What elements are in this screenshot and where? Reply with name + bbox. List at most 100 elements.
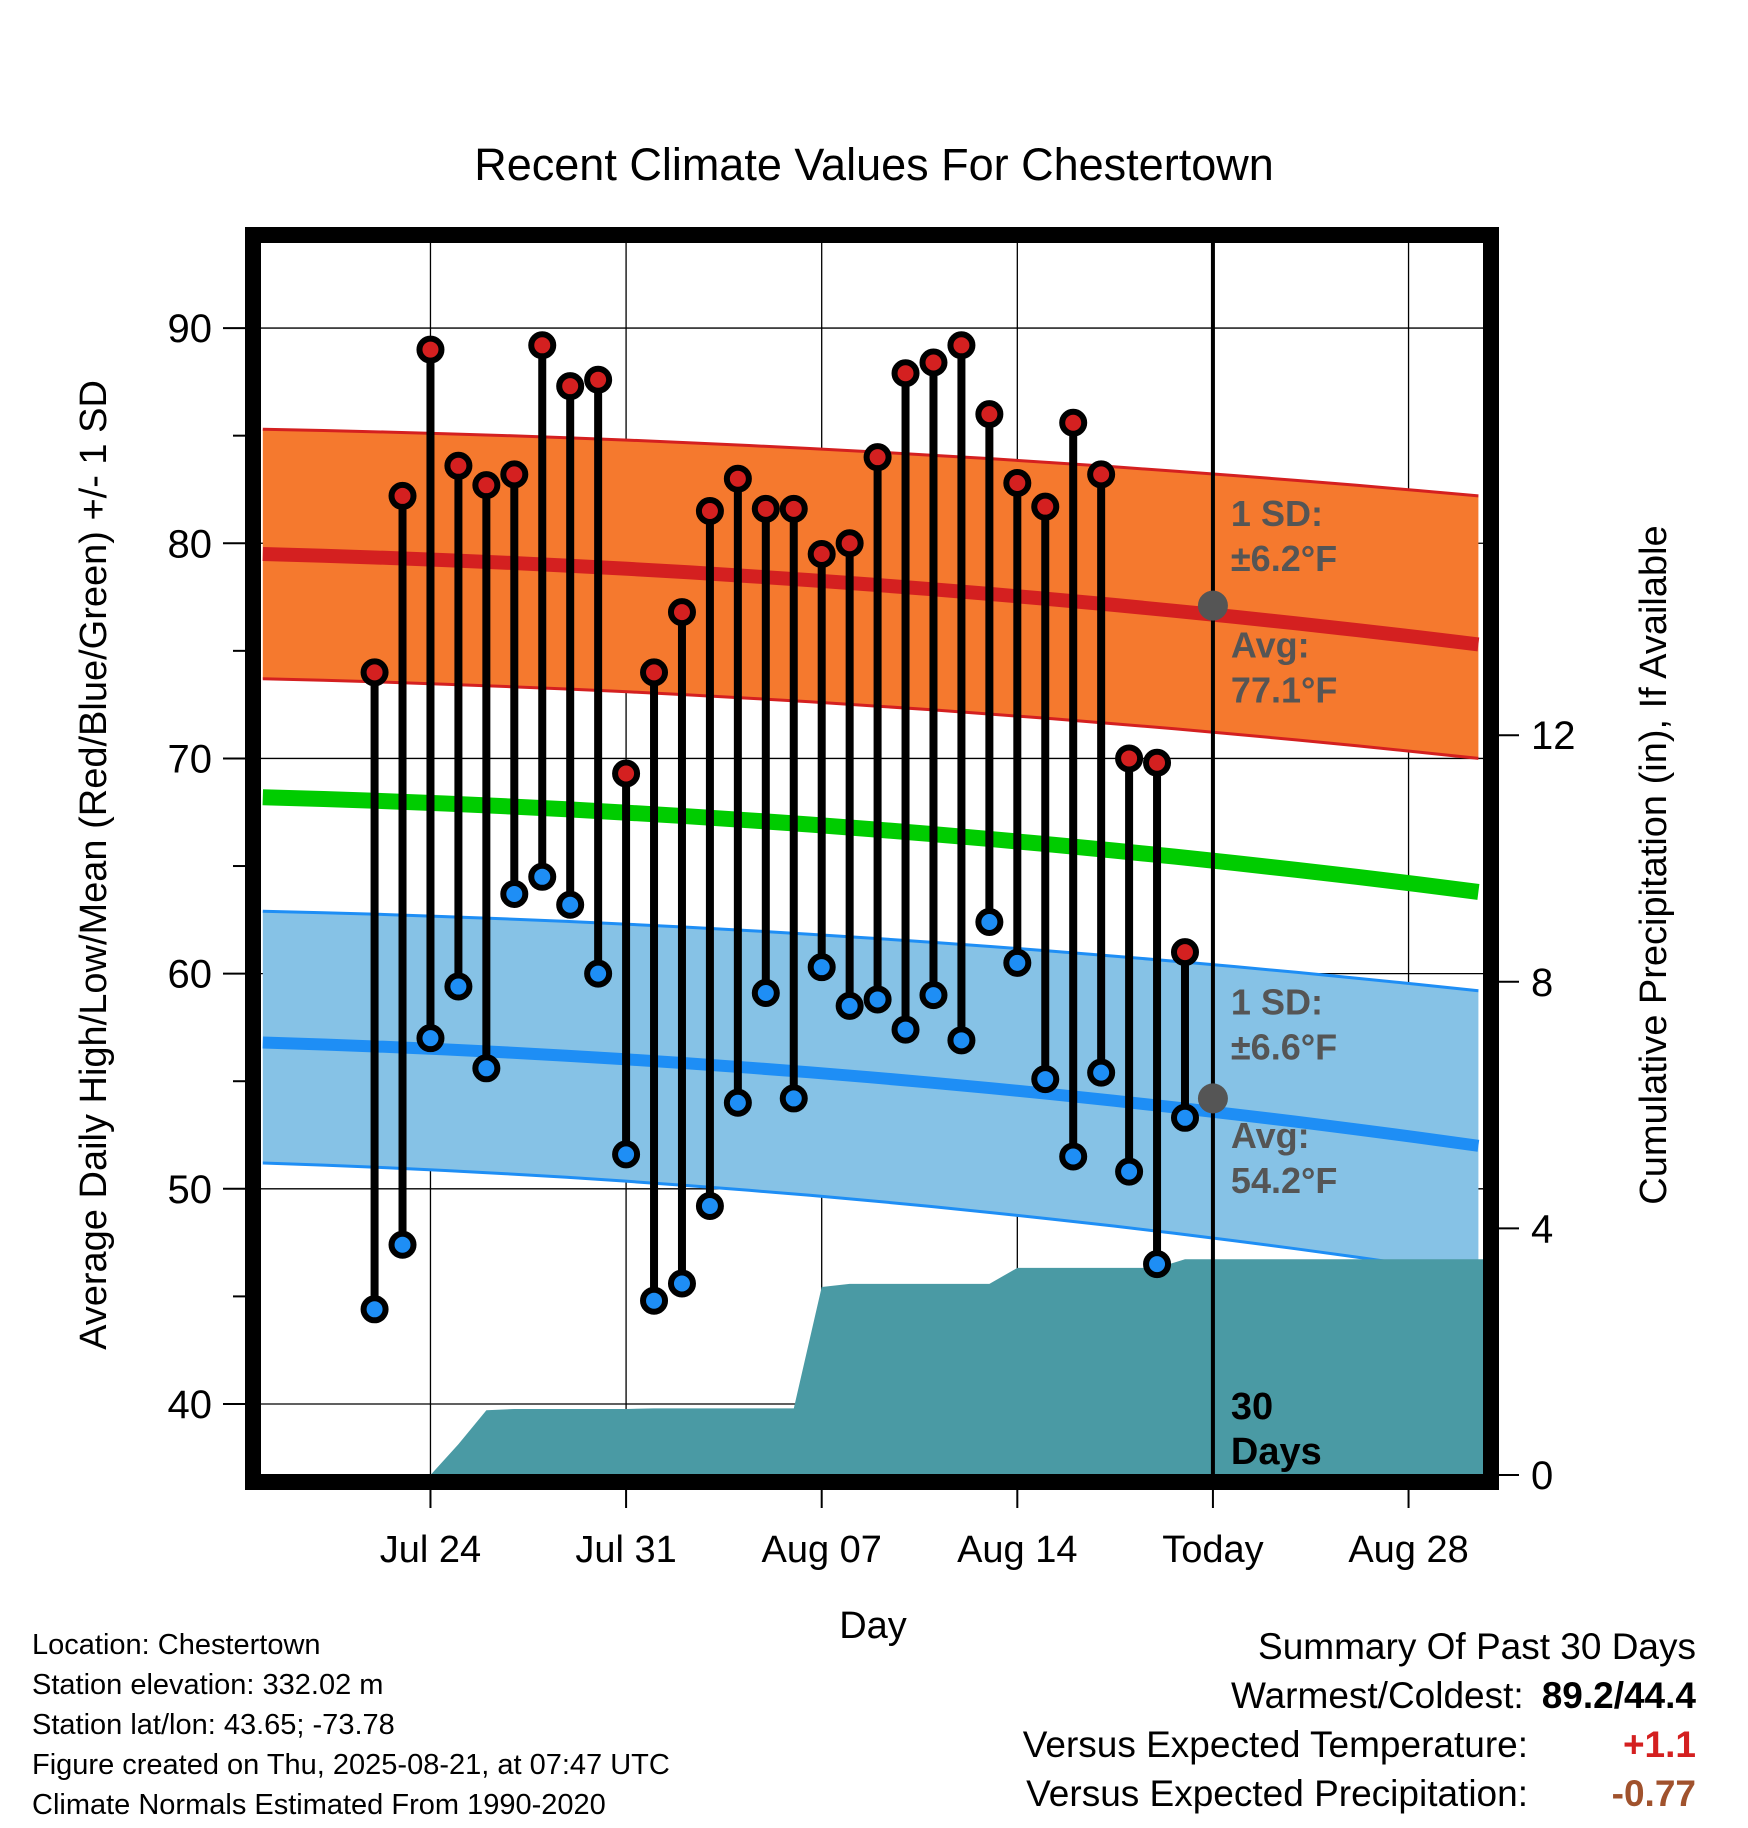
daily-high-point — [723, 464, 752, 493]
temp-value: +1.1 — [1622, 1724, 1696, 1765]
avg-mean-line — [262, 789, 1480, 900]
daily-low-point — [1143, 1250, 1172, 1279]
precip-area — [260, 1259, 1484, 1475]
elevation-text: Station elevation: 332.02 m — [32, 1669, 384, 1701]
y-right-tick-label: 12 — [1531, 714, 1576, 758]
x-tick-label: Aug 14 — [957, 1529, 1077, 1571]
daily-low-point — [1170, 1103, 1199, 1132]
daily-high-point — [807, 540, 836, 569]
high-sd-label: 1 SD: — [1231, 493, 1323, 534]
daily-low-point — [1031, 1065, 1060, 1094]
daily-low-point — [751, 978, 780, 1007]
daily-high-point — [640, 658, 669, 687]
daily-high-point — [947, 331, 976, 360]
daily-low-point — [612, 1140, 641, 1169]
daily-low-point — [695, 1192, 724, 1221]
daily-low-point — [444, 972, 473, 1001]
daily-high-point — [388, 481, 417, 510]
daily-low-point — [975, 907, 1004, 936]
plot-frame — [245, 227, 1499, 1490]
normals-text: Climate Normals Estimated From 1990-2020 — [32, 1789, 606, 1821]
y-left-tick-label: 90 — [168, 307, 213, 351]
location-text: Location: Chestertown — [32, 1629, 321, 1661]
daily-high-point — [1087, 460, 1116, 489]
summary-temp: Versus Expected Temperature: +1.1 — [1023, 1720, 1696, 1769]
x-tick-label: Jul 24 — [380, 1529, 481, 1571]
avg-low-line — [262, 1036, 1480, 1152]
low-sd-label: 1 SD: — [1231, 982, 1323, 1023]
daily-high-point — [779, 494, 808, 523]
y-right-tick-label: 8 — [1531, 961, 1553, 1005]
y-left-tick-label: 80 — [168, 522, 213, 566]
x-tick-label: Aug 28 — [1348, 1529, 1468, 1571]
daily-low-point — [388, 1230, 417, 1259]
station-info: Location: Chestertown Station elevation:… — [32, 1625, 670, 1825]
daily-high-point — [1143, 748, 1172, 777]
precip-label: Versus Expected Precipitation: — [1026, 1773, 1528, 1814]
daily-low-point — [1003, 948, 1032, 977]
low-sd-band-lower-edge — [262, 1161, 1479, 1277]
daily-low-point — [472, 1054, 501, 1083]
daily-high-point — [1059, 408, 1088, 437]
daily-low-point — [667, 1269, 696, 1298]
chart-title: Recent Climate Values For Chestertown — [474, 139, 1274, 190]
x-axis-label: Day — [839, 1605, 907, 1647]
low-sd-band-upper-edge — [262, 909, 1479, 993]
low-sd-value: ±6.6°F — [1231, 1027, 1337, 1068]
daily-high-point — [500, 460, 529, 489]
daily-high-point — [919, 348, 948, 377]
y-right-tick-label: 4 — [1531, 1207, 1553, 1251]
daily-low-point — [500, 880, 529, 909]
daily-low-point — [416, 1024, 445, 1053]
daily-high-point — [835, 529, 864, 558]
y-axis-left-label: Average Daily High/Low/Mean (Red/Blue/Gr… — [73, 380, 115, 1350]
daily-high-point — [584, 365, 613, 394]
low-avg-label: Avg: — [1231, 1115, 1310, 1156]
daily-high-point — [472, 471, 501, 500]
y-left-tick-label: 70 — [168, 737, 213, 781]
daily-low-point — [1087, 1058, 1116, 1087]
y-left-tick-label: 50 — [168, 1168, 213, 1212]
daily-high-point — [612, 759, 641, 788]
y-left-tick-label: 60 — [168, 953, 213, 997]
daily-low-point — [584, 959, 613, 988]
warm-cold-label: Warmest/Coldest: — [1231, 1675, 1524, 1716]
period-label-days: Days — [1231, 1431, 1322, 1473]
created-text: Figure created on Thu, 2025-08-21, at 07… — [32, 1749, 670, 1781]
latlon-text: Station lat/lon: 43.65; -73.78 — [32, 1709, 395, 1741]
daily-high-point — [695, 496, 724, 525]
daily-low-point — [1059, 1142, 1088, 1171]
daily-high-point — [1003, 469, 1032, 498]
daily-high-point — [1170, 938, 1199, 967]
daily-high-point — [891, 359, 920, 388]
summary-precip: Versus Expected Precipitation: -0.77 — [1023, 1769, 1696, 1818]
daily-low-point — [360, 1295, 389, 1324]
precip-value: -0.77 — [1611, 1773, 1696, 1814]
daily-low-point — [947, 1026, 976, 1055]
low-avg-value: 54.2°F — [1231, 1160, 1337, 1201]
daily-low-point — [807, 953, 836, 982]
daily-high-point — [667, 598, 696, 627]
daily-low-point — [891, 1015, 920, 1044]
y-axis-right-label: Cumulative Precipitation (in), If Availa… — [1633, 525, 1675, 1204]
daily-high-point — [975, 400, 1004, 429]
summary-title: Summary Of Past 30 Days — [1258, 1626, 1696, 1667]
x-tick-label: Aug 07 — [761, 1529, 881, 1571]
high-avg-value: 77.1°F — [1231, 669, 1337, 710]
y-left-tick-label: 40 — [168, 1383, 213, 1427]
today-avg-high-marker — [1197, 590, 1228, 621]
daily-low-point — [528, 862, 557, 891]
high-avg-label: Avg: — [1231, 624, 1310, 665]
avg-high-line — [262, 547, 1480, 652]
daily-low-point — [779, 1084, 808, 1113]
daily-low-point — [919, 981, 948, 1010]
daily-low-point — [1115, 1157, 1144, 1186]
daily-high-point — [863, 443, 892, 472]
x-tick-label: Jul 31 — [575, 1529, 676, 1571]
daily-high-point — [556, 372, 585, 401]
daily-low-point — [723, 1088, 752, 1117]
today-avg-low-marker — [1197, 1083, 1228, 1114]
temp-label: Versus Expected Temperature: — [1022, 1724, 1528, 1765]
